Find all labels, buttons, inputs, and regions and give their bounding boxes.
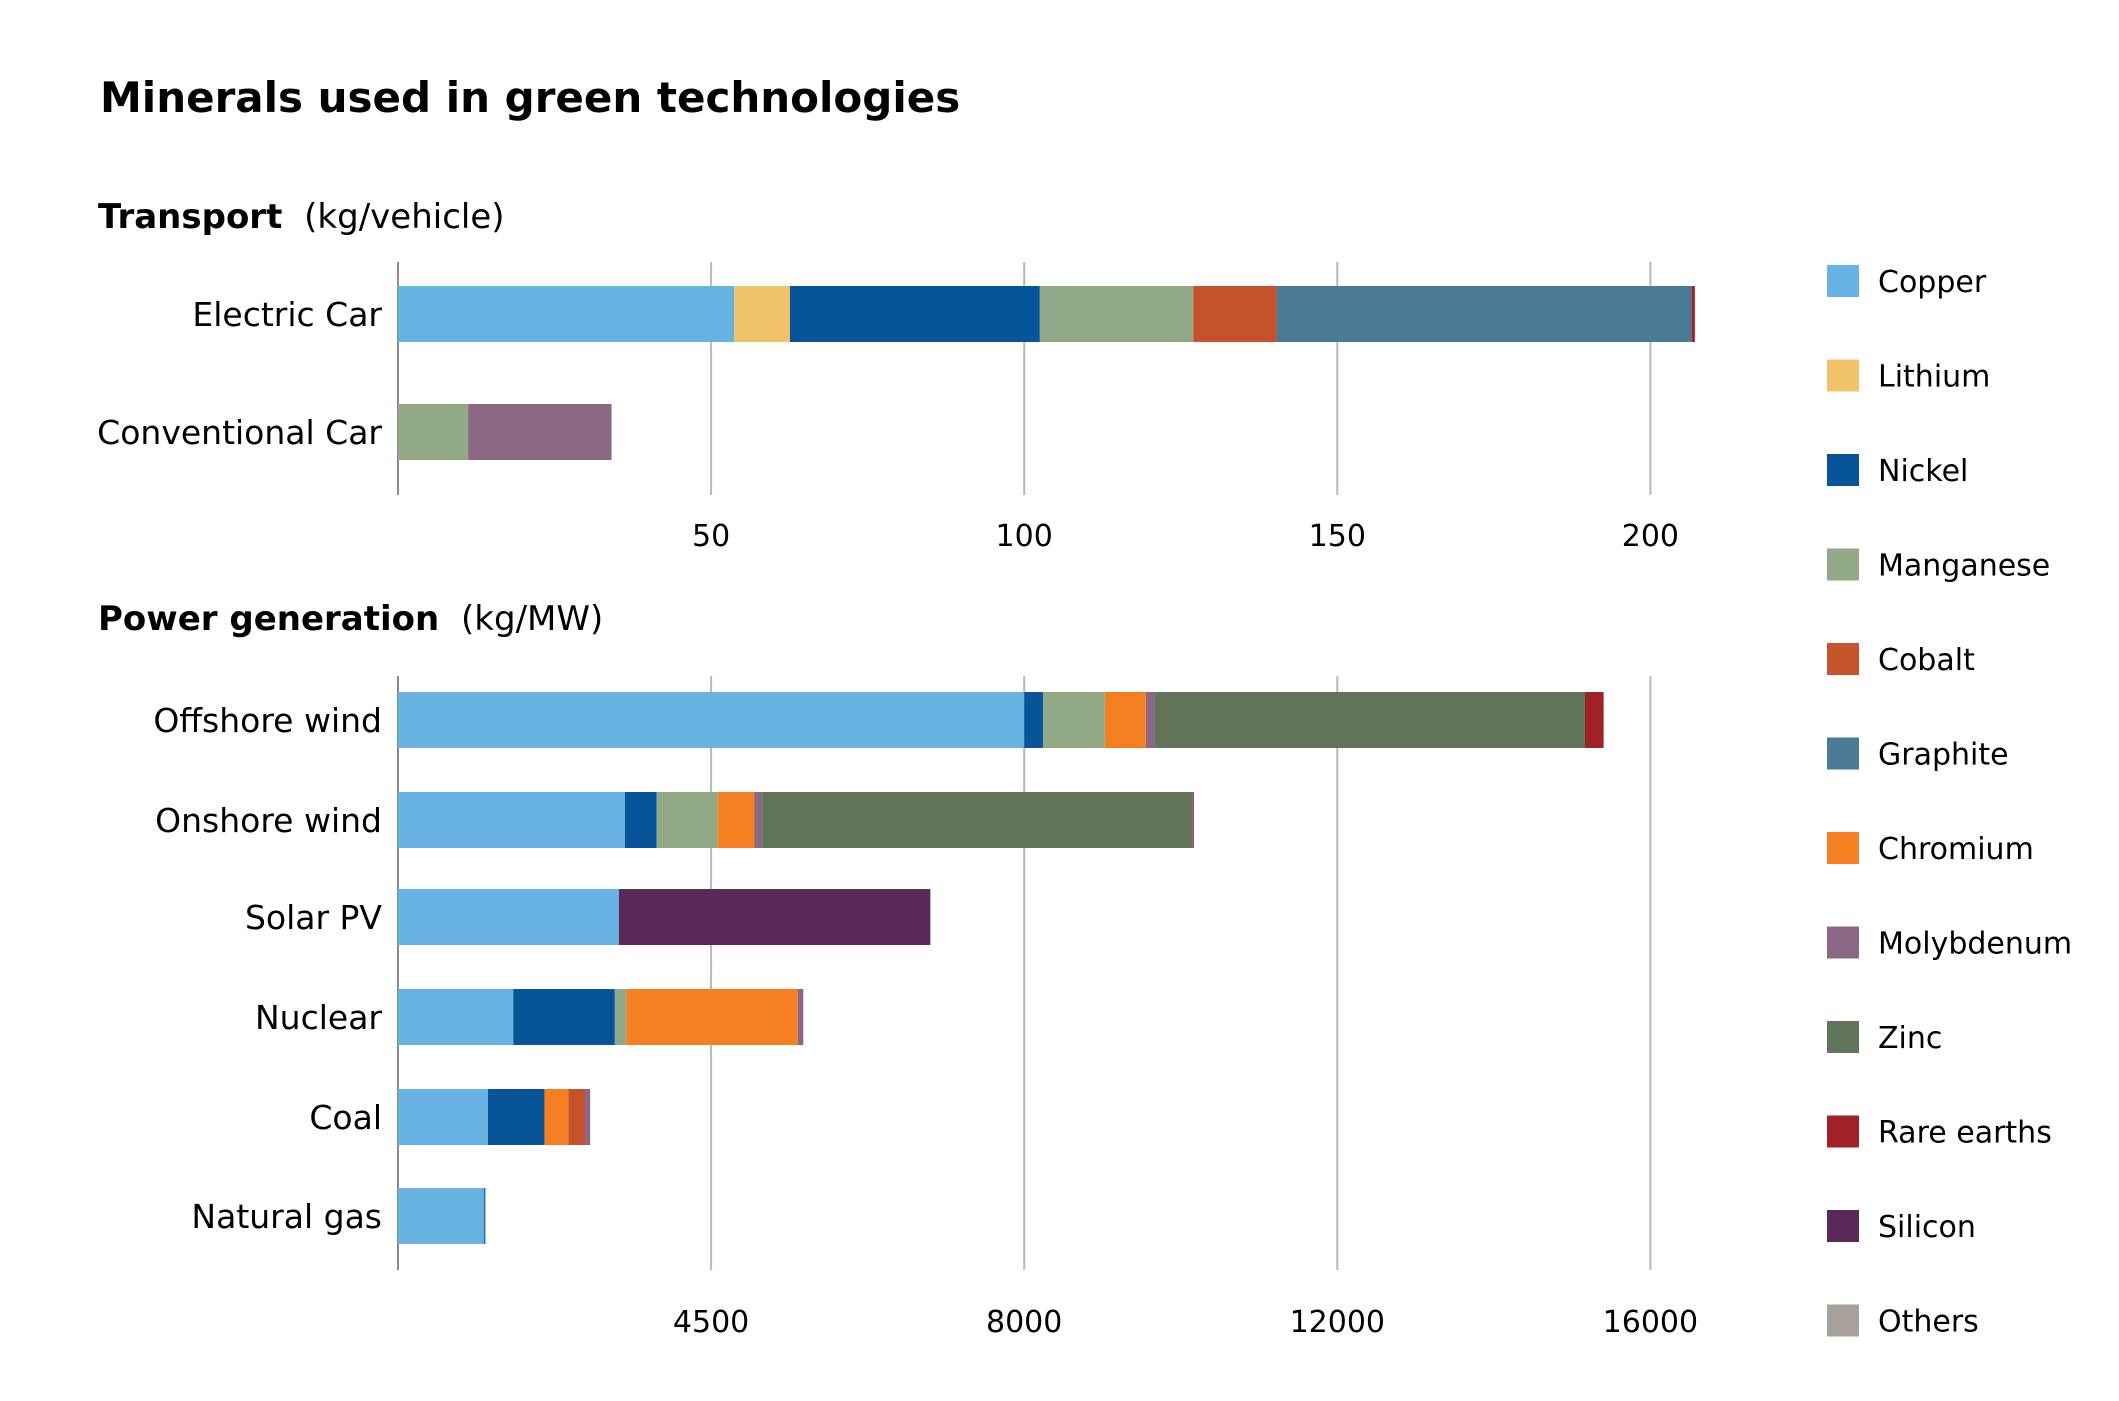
bar-segment-offshore-wind-molybdenum: [1145, 692, 1155, 748]
transport-panel: 50 100 150 200 Electric Car Conventional Car: [97, 262, 1695, 554]
legend-swatch-manganese: [1827, 548, 1859, 581]
bar-segment-conventional-car-manganese: [398, 404, 469, 460]
bar-segment-offshore-wind-copper: [398, 692, 1025, 748]
bar-segment-nuclear-manganese: [614, 989, 627, 1045]
power-title: Power generation: [98, 599, 439, 639]
bar-segment-coal-cobalt: [568, 1089, 585, 1145]
legend-swatch-zinc: [1827, 1021, 1859, 1053]
transport-section-title: Transport (kg/vehicle): [98, 197, 505, 237]
legend-swatch-rare-earths: [1827, 1115, 1859, 1148]
category-label: Coal: [309, 1098, 382, 1137]
chart-title: Minerals used in green technologies: [100, 73, 960, 122]
legend-label-manganese: Manganese: [1878, 549, 2050, 584]
legend-swatch-graphite: [1827, 737, 1859, 770]
category-label: Offshore wind: [153, 701, 382, 740]
bar-segment-electric-car-graphite: [1276, 286, 1692, 342]
bar-segment-conventional-car-molybdenum: [468, 404, 612, 460]
power-panel: 4500 8000 12000 16000 Offshore wind Onshore w…: [153, 676, 1698, 1340]
bar-segment-onshore-wind-copper: [398, 792, 625, 848]
legend-label-molybdenum: Molybdenum: [1878, 927, 2072, 962]
legend-swatch-molybdenum: [1827, 926, 1859, 959]
bar-segment-onshore-wind-zinc: [762, 792, 1193, 848]
category-label: Solar PV: [245, 898, 382, 937]
bar-segment-offshore-wind-chromium: [1104, 692, 1146, 748]
bar-segment-electric-car-cobalt: [1193, 286, 1277, 342]
bar-segment-onshore-wind-rare-earths: [1192, 792, 1194, 848]
x-tick-label: 50: [692, 519, 730, 554]
bar-segment-onshore-wind-chromium: [717, 792, 755, 848]
legend-swatch-copper: [1827, 265, 1859, 297]
bar-segment-coal-molybdenum: [584, 1089, 591, 1145]
category-label: Electric Car: [192, 295, 382, 334]
x-tick-label: 100: [996, 519, 1053, 554]
bar-segment-coal-nickel: [488, 1089, 545, 1145]
x-tick-label: 12000: [1290, 1305, 1385, 1340]
legend-label-copper: Copper: [1878, 265, 1987, 300]
category-label: Conventional Car: [97, 413, 382, 452]
bar-segment-electric-car-manganese: [1039, 286, 1194, 342]
bar-segment-nuclear-copper: [398, 989, 514, 1045]
x-tick-label: 16000: [1603, 1305, 1698, 1340]
legend-swatch-nickel: [1827, 454, 1859, 486]
bar-segment-electric-car-rare-earths: [1691, 286, 1695, 342]
bar-segment-electric-car-lithium: [734, 286, 790, 342]
bar-segment-electric-car-nickel: [789, 286, 1040, 342]
transport-unit: (kg/vehicle): [304, 197, 504, 237]
legend: Copper Lithium Nickel Manganese Cobalt Graphi…: [1827, 265, 2072, 1340]
bar-segment-natural-gas-copper: [398, 1188, 485, 1244]
bar-segment-onshore-wind-molybdenum: [754, 792, 763, 848]
legend-label-cobalt: Cobalt: [1878, 643, 1975, 678]
category-label: Onshore wind: [155, 801, 382, 840]
legend-label-chromium: Chromium: [1878, 832, 2034, 867]
bar-segment-onshore-wind-nickel: [624, 792, 657, 848]
bar-segment-coal-copper: [398, 1089, 489, 1145]
legend-swatch-chromium: [1827, 832, 1859, 864]
bar-segment-nuclear-nickel: [513, 989, 615, 1045]
bar-segment-electric-car-copper: [398, 286, 735, 342]
bar-segment-coal-chromium: [544, 1089, 569, 1145]
bar-segment-offshore-wind-rare-earths: [1584, 692, 1604, 748]
bar-segment-solar-pv-copper: [398, 889, 619, 945]
legend-label-silicon: Silicon: [1878, 1210, 1976, 1245]
legend-label-lithium: Lithium: [1878, 360, 1990, 395]
bar-segment-nuclear-chromium: [626, 989, 798, 1045]
legend-label-others: Others: [1878, 1305, 1979, 1340]
legend-label-graphite: Graphite: [1878, 738, 2009, 773]
bar-segment-onshore-wind-manganese: [656, 792, 718, 848]
bar-segment-offshore-wind-nickel: [1024, 692, 1043, 748]
legend-swatch-others: [1827, 1304, 1859, 1337]
category-label: Nuclear: [255, 998, 382, 1037]
bar-segment-offshore-wind-manganese: [1042, 692, 1105, 748]
x-tick-label: 8000: [986, 1305, 1062, 1340]
transport-title: Transport: [98, 197, 282, 237]
bar-segment-natural-gas-nickel: [484, 1188, 486, 1244]
power-unit: (kg/MW): [461, 599, 603, 639]
bar-segment-solar-pv-silicon: [618, 889, 931, 945]
legend-swatch-silicon: [1827, 1210, 1859, 1242]
legend-swatch-cobalt: [1827, 643, 1859, 675]
power-section-title: Power generation (kg/MW): [98, 599, 603, 639]
bar-segment-nuclear-molybdenum: [797, 989, 804, 1045]
legend-label-rare-earths: Rare earths: [1878, 1116, 2052, 1151]
legend-label-zinc: Zinc: [1878, 1021, 1942, 1056]
x-tick-label: 200: [1622, 519, 1679, 554]
x-tick-label: 150: [1309, 519, 1366, 554]
category-label: Natural gas: [191, 1197, 382, 1236]
bar-segment-offshore-wind-zinc: [1154, 692, 1585, 748]
legend-swatch-lithium: [1827, 359, 1859, 392]
legend-label-nickel: Nickel: [1878, 454, 1968, 489]
x-tick-label: 4500: [673, 1305, 749, 1340]
